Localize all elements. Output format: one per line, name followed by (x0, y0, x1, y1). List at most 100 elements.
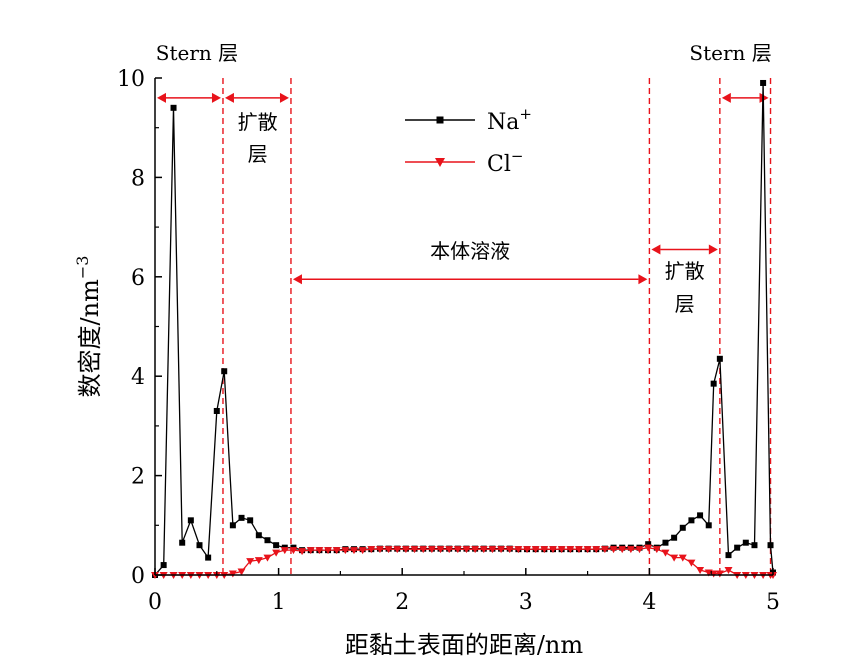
data-point-na (213, 407, 220, 414)
data-point-cl (548, 546, 557, 554)
data-point-cl (661, 549, 670, 557)
series-line-cl (155, 547, 773, 576)
data-point-cl (670, 554, 679, 562)
legend-label-na: Na+ (487, 105, 532, 135)
data-point-cl (246, 558, 255, 566)
data-point-na (273, 542, 280, 549)
data-point-na (255, 532, 262, 539)
y-tick-label: 2 (131, 465, 145, 490)
stern-layer-right-label: Stern 层 (689, 41, 771, 65)
data-point-cl (375, 546, 384, 554)
data-point-na (742, 539, 749, 546)
data-point-cl (514, 546, 523, 554)
data-point-na (751, 542, 758, 549)
data-point-cl (635, 546, 644, 554)
data-point-na (697, 512, 704, 519)
data-point-cl (289, 547, 298, 555)
data-point-na (679, 524, 686, 531)
data-point-na (264, 537, 271, 544)
data-point-cl (332, 547, 341, 555)
legend-label-na-sup: + (519, 105, 532, 123)
data-point-cl (566, 546, 575, 554)
diffuse-layer-left-label-2: 层 (248, 142, 268, 166)
data-point-cl (557, 546, 566, 554)
y-tick-label: 0 (131, 564, 145, 589)
legend-label-cl: Cl− (487, 147, 523, 177)
data-point-na (229, 522, 236, 529)
data-point-cl (609, 546, 618, 554)
data-point-cl (341, 547, 350, 555)
region-arrow-head-left (157, 92, 166, 103)
region-arrow (292, 274, 648, 285)
data-point-cl (306, 547, 315, 555)
legend: Na+ Cl− (405, 105, 532, 177)
data-point-cl (280, 547, 289, 555)
x-tick-label: 4 (642, 590, 656, 615)
stern-layer-left-label: Stern 层 (156, 41, 238, 65)
data-point-cl (523, 546, 532, 554)
region-arrow-head-right (708, 244, 718, 255)
data-point-na (221, 368, 228, 375)
region-arrow-head-left (224, 92, 234, 103)
region-arrow-head-left (292, 274, 302, 285)
data-point-cl (626, 546, 635, 554)
region-arrow-head-left (721, 92, 731, 103)
data-point-cl (644, 544, 653, 552)
x-tick-label: 3 (519, 590, 533, 615)
data-point-cl (263, 554, 272, 562)
data-point-cl (592, 546, 601, 554)
y-axis-title-main: 数密度/nm (76, 279, 104, 398)
data-point-cl (505, 546, 514, 554)
data-point-cl (652, 546, 661, 554)
data-point-cl (488, 546, 497, 554)
data-point-cl (272, 549, 281, 557)
x-tick-label: 1 (272, 590, 286, 615)
region-arrow (224, 92, 289, 103)
series-layer (151, 79, 777, 579)
y-tick-label: 8 (131, 166, 145, 191)
region-arrow (157, 92, 221, 103)
data-point-cl (574, 546, 583, 554)
data-point-cl (419, 546, 428, 554)
diffuse-layer-right-label-2: 层 (675, 292, 695, 316)
data-point-cl (237, 568, 246, 576)
data-point-na (725, 552, 732, 559)
data-point-na (205, 554, 212, 561)
region-arrow (721, 92, 769, 103)
ticks: 0 1 2 3 4 5 0 2 4 6 8 10 (117, 67, 780, 615)
data-point-cl (298, 548, 307, 556)
data-point-cl (497, 546, 506, 554)
region-arrow-head-right (279, 92, 289, 103)
data-point-na (160, 562, 167, 569)
data-point-cl (324, 547, 333, 555)
data-point-na (688, 517, 695, 524)
legend-label-cl-name: Cl (487, 152, 511, 177)
y-tick-label: 4 (131, 365, 145, 390)
region-arrow-head-right (211, 92, 221, 103)
data-point-cl (531, 546, 540, 554)
region-arrow (651, 244, 718, 255)
bulk-solution-label: 本体溶液 (430, 239, 510, 263)
annotation-lines (157, 78, 772, 575)
data-point-cl (401, 546, 410, 554)
x-axis-title: 距黏土表面的距离/nm (345, 631, 584, 659)
data-point-na (734, 544, 741, 551)
data-point-na (760, 79, 767, 86)
data-point-cl (479, 546, 488, 554)
data-point-cl (393, 546, 402, 554)
data-point-cl (427, 546, 436, 554)
y-axis-title-sup: −3 (73, 256, 92, 280)
data-point-cl (436, 546, 445, 554)
data-point-cl (724, 567, 733, 575)
data-point-na (705, 522, 712, 529)
region-arrow-head-left (651, 244, 661, 255)
data-point-cl (358, 547, 367, 555)
data-point-cl (445, 546, 454, 554)
data-point-na (662, 539, 669, 546)
data-point-cl (600, 546, 609, 554)
data-point-na (196, 542, 203, 549)
data-point-na (247, 517, 254, 524)
legend-label-cl-sup: − (511, 147, 524, 165)
legend-marker-na (436, 116, 444, 124)
